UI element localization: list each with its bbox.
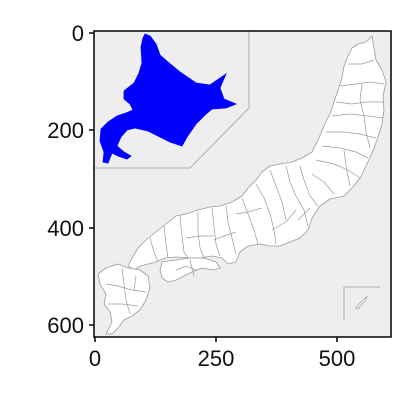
- y-axis: [89, 32, 94, 326]
- plot-frame: [93, 30, 392, 338]
- y-tick-label-600: 600: [47, 313, 84, 338]
- x-tick-label-250: 250: [198, 346, 235, 371]
- prefecture-borders: [105, 59, 385, 315]
- okinawa-island: [355, 295, 368, 310]
- y-tick-label-0: 0: [72, 21, 84, 46]
- shikoku-landmass: [159, 257, 221, 283]
- main-islands: [97, 35, 387, 335]
- kyushu-landmass: [97, 263, 151, 335]
- okinawa-inset-frame: [343, 286, 380, 320]
- honshu-landmass: [127, 35, 387, 271]
- x-tick-label-500: 500: [319, 346, 356, 371]
- y-tick-label-400: 400: [47, 216, 84, 241]
- x-tick-label-0: 0: [89, 346, 101, 371]
- x-axis: [94, 337, 338, 342]
- hokkaido-inset-frame: [94, 31, 250, 169]
- hokkaido-region: [99, 33, 238, 164]
- y-tick-label-200: 200: [47, 118, 84, 143]
